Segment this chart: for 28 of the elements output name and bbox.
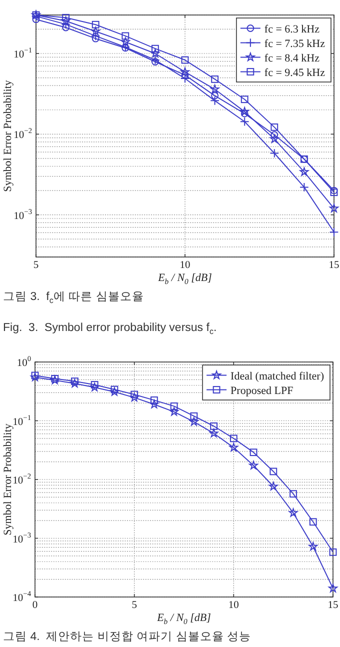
legend-label: fc = 6.3 kHz (264, 23, 320, 36)
x-tick-label: 5 (132, 600, 137, 611)
y-tick-label: 10$^{−2}$ (14, 126, 32, 142)
legend-label: Ideal (matched filter) (230, 370, 324, 382)
x-tick-label: 5 (33, 260, 39, 271)
y-tick-label: 10$^{−1}$ (12, 412, 32, 428)
y-tick-label: 10$^{0}$ (16, 354, 32, 369)
y-tick-label: 10$^{−1}$ (14, 45, 32, 60)
x-tick-label: 15 (328, 600, 338, 611)
y-tick-label: 10$^{−3}$ (12, 530, 32, 546)
legend-label: fc = 9.45 kHz (264, 66, 326, 79)
caption: 그림 4. 제안하는 비정합 여파기 심볼오율 성능 (3, 631, 251, 643)
legend-label: fc = 7.35 kHz (264, 38, 326, 50)
caption: Fig. 3. Symbol error probability versus f$_{c}$. (3, 322, 217, 336)
y-axis-title: Symbol Error Probability (2, 80, 14, 192)
y-tick-label: 10$^{−4}$ (12, 589, 32, 604)
x-tick-label: 0 (32, 600, 38, 611)
y-tick-label: 10$^{−2}$ (12, 472, 32, 486)
x-axis-title: E$_{b}$ / N$_{0}$ [dB] (157, 272, 212, 286)
legend-label: Proposed LPF (230, 384, 294, 397)
legend-label: fc = 8.4 kHz (264, 52, 320, 64)
x-tick-label: 10 (228, 600, 239, 611)
y-tick-label: 10$^{−3}$ (14, 206, 32, 222)
x-axis-title: E$_{b}$ / N$_{0}$ [dB] (156, 612, 211, 626)
x-tick-label: 10 (180, 260, 190, 271)
caption: 그림 3. f$_{c}$에 따른 심볼오율 (3, 291, 144, 305)
x-tick-label: 15 (328, 260, 340, 271)
y-axis-title: Symbol Error Probability (2, 423, 14, 536)
